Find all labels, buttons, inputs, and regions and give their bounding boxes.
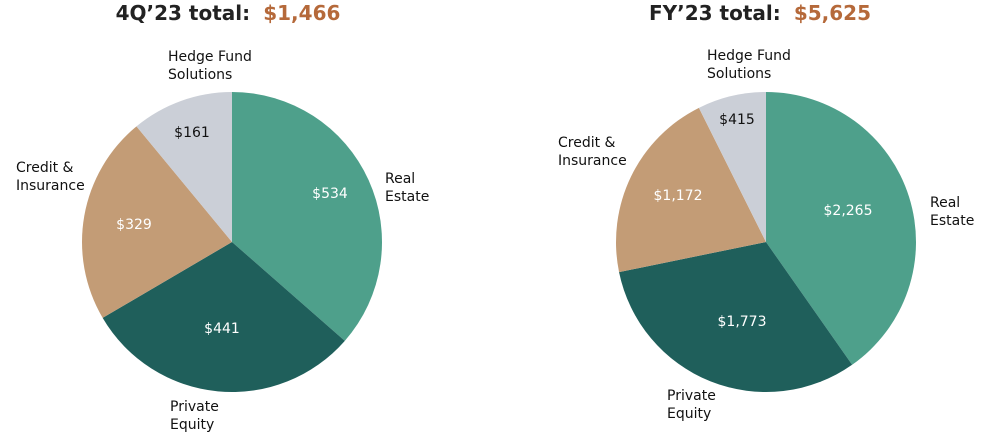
pie-slice-credit-and-insurance [82, 126, 232, 318]
category-label-private-equity: Private Equity [667, 388, 716, 422]
category-label-credit-and-insurance: Credit & Insurance [16, 160, 85, 194]
value-label-private-equity: $441 [204, 321, 240, 337]
pie-slice-real-estate [232, 92, 382, 341]
pie-slice-hedge-fund-solutions [136, 92, 232, 242]
chart-1-title-label: 4Q’23 total: [116, 1, 251, 25]
chart-1-title: 4Q’23 total: $1,466 [116, 1, 341, 25]
pie-slice-credit-and-insurance [616, 107, 766, 273]
value-label-real-estate: $2,265 [824, 203, 873, 219]
chart-2-title-label: FY’23 total: [649, 1, 781, 25]
value-label-credit-and-insurance: $1,172 [654, 188, 703, 204]
pie-slice-private-equity [102, 242, 345, 392]
chart-1-title-value: $1,466 [263, 1, 340, 25]
value-label-hedge-fund-solutions: $161 [174, 125, 210, 141]
pie-slice-private-equity [619, 242, 853, 392]
value-label-real-estate: $534 [312, 186, 348, 202]
category-label-credit-and-insurance: Credit & Insurance [558, 135, 627, 169]
pie-slice-real-estate [766, 92, 916, 365]
pie-chart-4q23: $534 $441 $329 $161 Real Estate Private Equity C… [16, 49, 429, 433]
pie-chart-fy23: $2,265 $1,773 $1,172 $415 Real Estate Private E… [558, 48, 974, 422]
pie-slice-hedge-fund-solutions [698, 92, 766, 242]
category-label-hedge-fund-solutions: Hedge Fund Solutions [707, 48, 791, 82]
category-label-real-estate: Real Estate [385, 171, 429, 205]
value-label-credit-and-insurance: $329 [116, 217, 152, 233]
chart-2-title-value: $5,625 [794, 1, 871, 25]
category-label-private-equity: Private Equity [170, 399, 219, 433]
category-label-hedge-fund-solutions: Hedge Fund Solutions [168, 49, 252, 83]
chart-2-title: FY’23 total: $5,625 [649, 1, 871, 25]
value-label-hedge-fund-solutions: $415 [719, 112, 755, 128]
value-label-private-equity: $1,773 [718, 314, 767, 330]
category-label-real-estate: Real Estate [930, 195, 974, 229]
